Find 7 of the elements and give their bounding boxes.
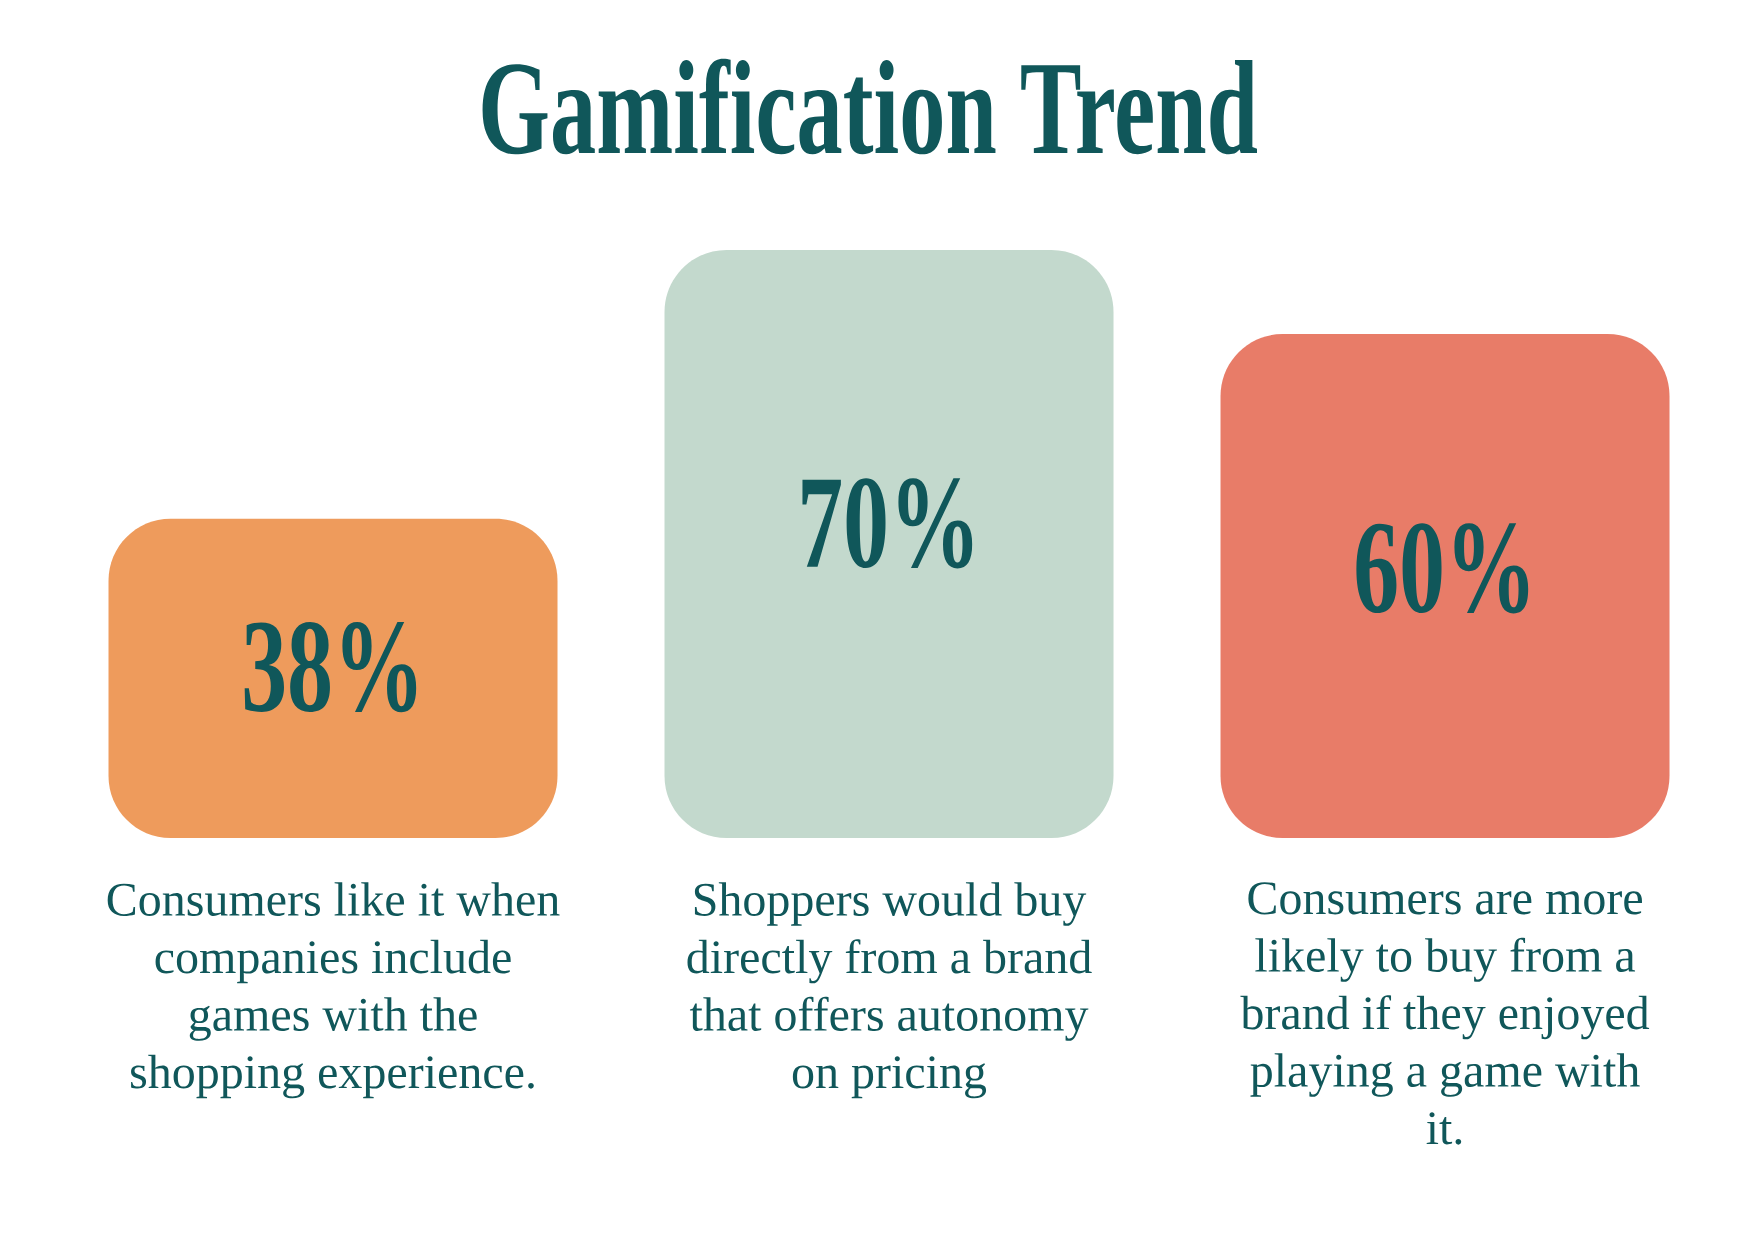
data-label: 38%: [244, 622, 417, 713]
x-tick-label: Consumers like it when companies include games with the shopping experience.: [107, 882, 560, 1099]
data-label: 60%: [1356, 523, 1529, 614]
x-tick-label: Consumers are more likely to buy from a brand if they enjoyed playing a game with it.: [1240, 882, 1650, 1145]
data-label: 70%: [802, 478, 973, 569]
x-tick-label: Shoppers would buy directly from a brand that offers autonomy on pricing: [687, 882, 1092, 1099]
chart-title: Gamification Trend: [482, 58, 1258, 155]
